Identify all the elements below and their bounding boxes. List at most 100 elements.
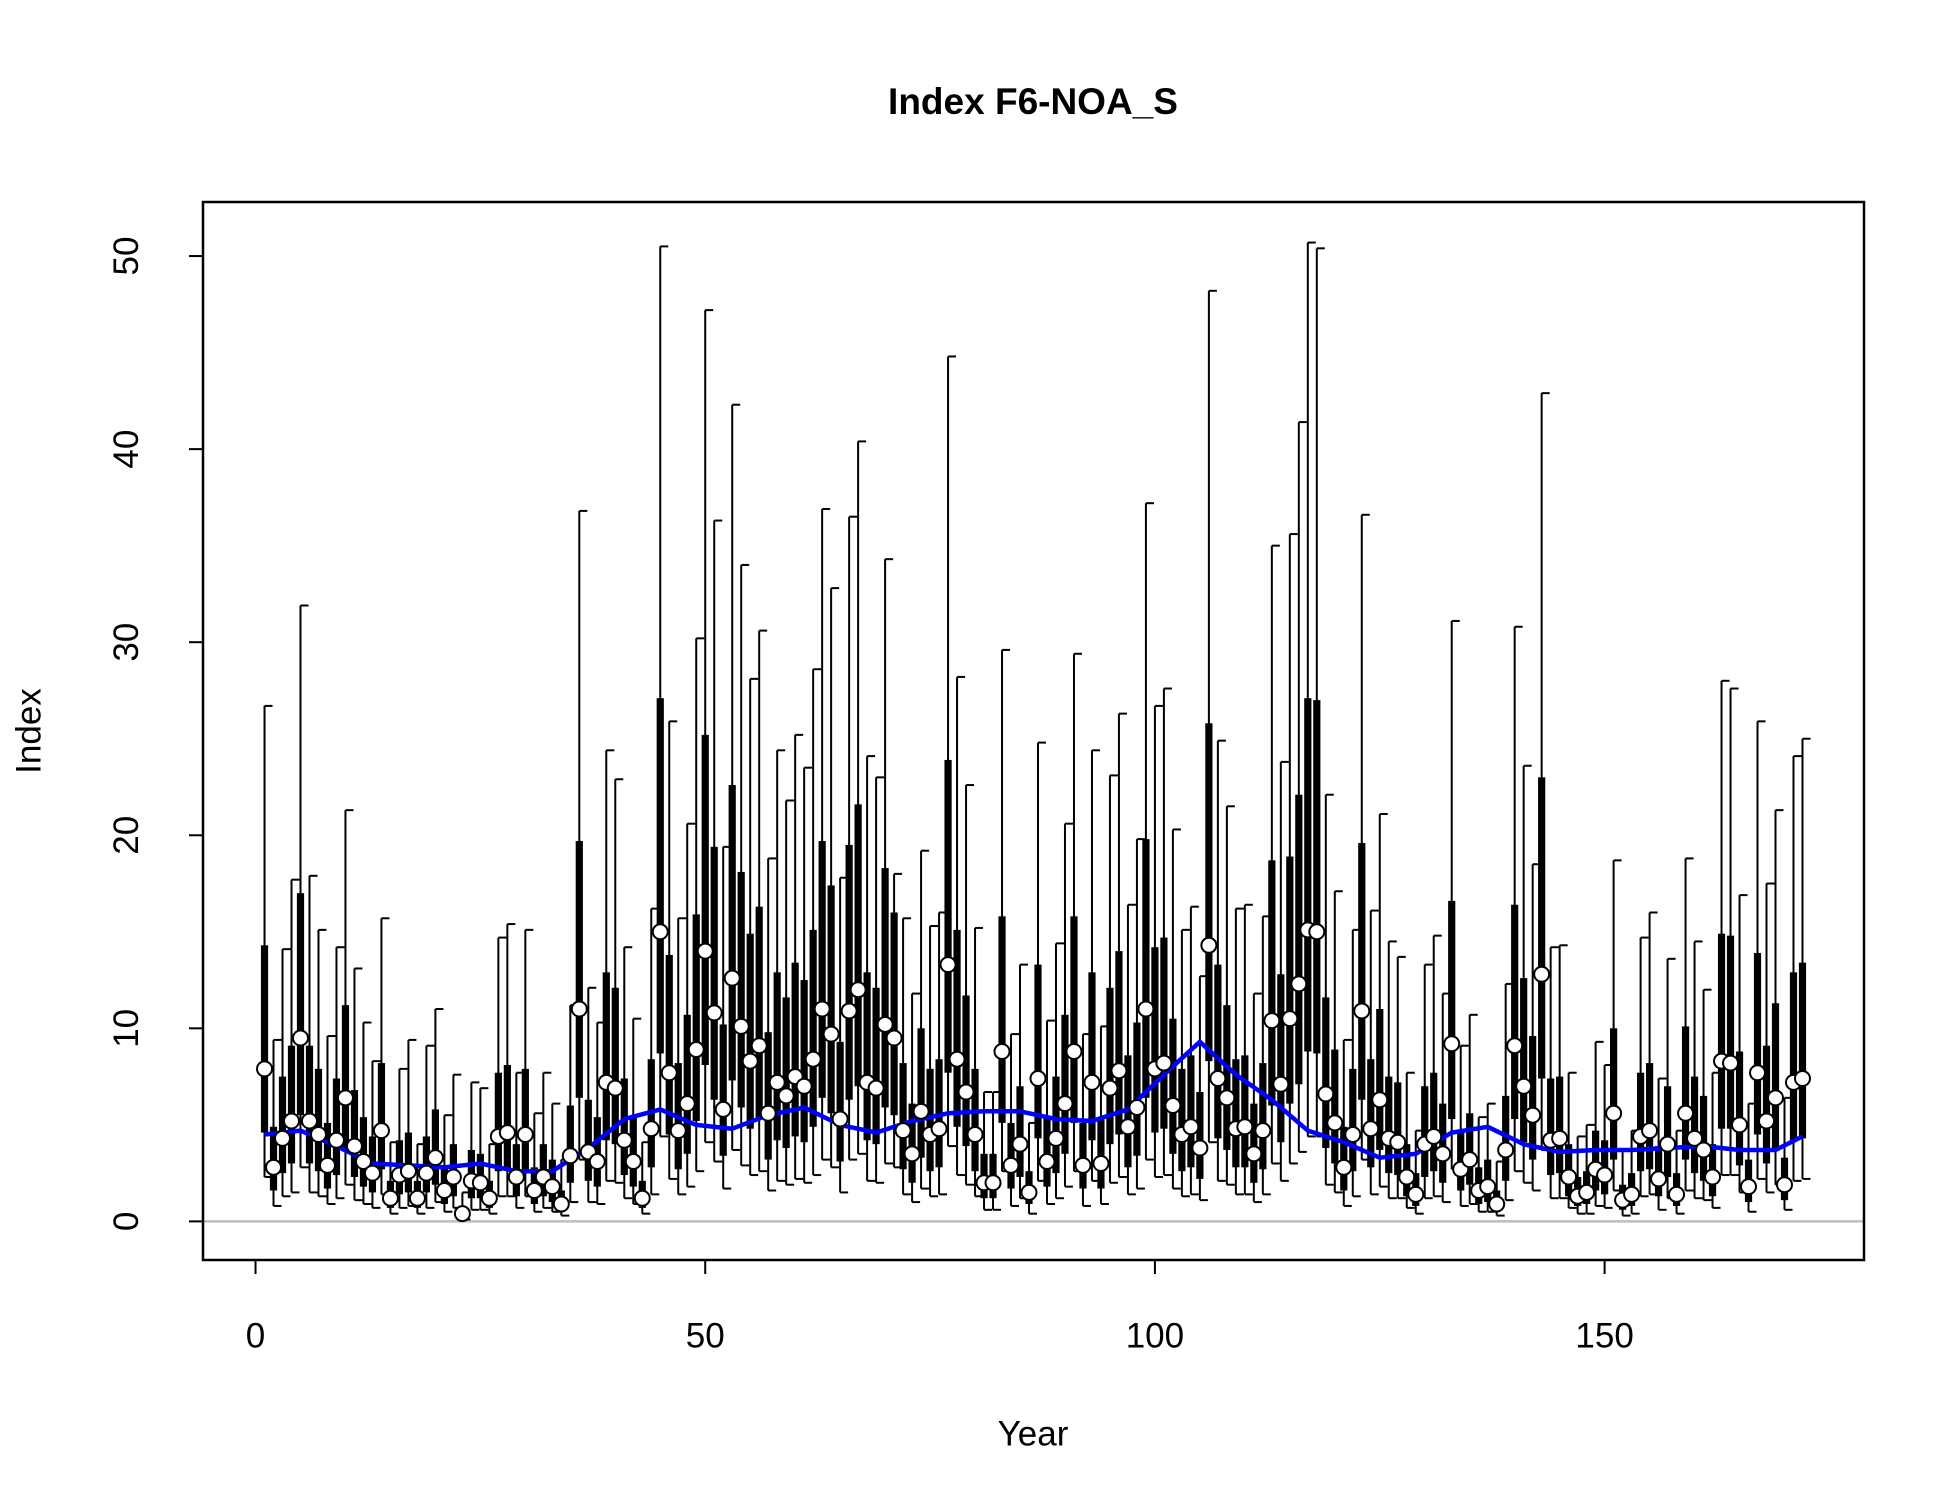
box [1717,933,1726,1129]
point [1056,1095,1074,1113]
box [1466,1113,1474,1185]
point [768,1073,786,1091]
box [944,759,952,1073]
point [552,1195,570,1213]
box [584,1099,592,1181]
box [1034,964,1042,1139]
point [723,969,741,987]
box [1592,1130,1600,1191]
box [890,912,898,1116]
box [404,1132,413,1193]
box [1690,1076,1699,1174]
point [1758,1112,1776,1130]
point [840,1002,858,1020]
point [876,1015,894,1033]
box [1241,1055,1249,1168]
box [917,1028,925,1158]
point [1434,1145,1452,1163]
box [665,954,673,1135]
point [1074,1156,1092,1174]
point [705,1004,723,1022]
point [1218,1089,1236,1107]
box [575,841,583,1098]
box [1304,698,1312,1052]
point [1308,923,1326,941]
point [1722,1054,1740,1072]
box [683,1014,691,1154]
point [1407,1185,1425,1203]
point [1164,1097,1182,1115]
point [1443,1035,1461,1053]
box [1313,700,1321,1054]
box [1349,1068,1357,1172]
box [1538,777,1546,1079]
box [773,972,781,1141]
point [732,1017,750,1035]
point [1209,1070,1227,1088]
box [845,844,853,1100]
box [791,962,799,1137]
box [359,1117,368,1187]
box [1187,1055,1195,1168]
box [998,916,1006,1123]
box [836,1041,844,1162]
box [863,972,871,1141]
point [606,1079,624,1097]
x-tick-label: 150 [1575,1316,1633,1355]
point [1596,1166,1614,1184]
box [377,1063,386,1170]
point [1101,1079,1119,1097]
point [867,1079,885,1097]
box [1520,978,1528,1143]
point [1182,1118,1200,1136]
box [881,868,889,1108]
box [953,929,961,1127]
point [1191,1139,1209,1157]
box [1726,935,1735,1129]
point [1686,1129,1704,1147]
point [1578,1183,1596,1201]
box [926,1068,934,1172]
box [1358,842,1366,1100]
box [1367,1059,1375,1168]
point [498,1124,516,1142]
box [1133,1022,1141,1156]
point [1506,1037,1524,1055]
point [561,1147,579,1165]
point [615,1131,633,1149]
point [1497,1141,1515,1159]
point [894,1122,912,1140]
point [750,1037,768,1055]
point [543,1178,561,1196]
point [444,1168,462,1186]
point [1281,1010,1299,1028]
point [777,1087,795,1105]
box [1340,1126,1348,1191]
point [633,1189,651,1207]
point [1677,1104,1695,1122]
point [507,1168,525,1186]
box [260,945,269,1133]
point [265,1158,283,1176]
point [624,1153,642,1171]
point [1793,1070,1811,1088]
box [494,1072,502,1172]
point [1524,1106,1542,1124]
point [1515,1077,1533,1095]
box [782,997,790,1149]
box [1699,1095,1708,1181]
point [1766,1089,1784,1107]
point [588,1153,606,1171]
box [1115,951,1123,1135]
box [611,987,619,1145]
point [948,1050,966,1068]
point [1775,1176,1793,1194]
plot-frame [201,200,1866,1262]
point [336,1089,354,1107]
point [1353,1002,1371,1020]
point [651,923,669,941]
point [849,981,867,999]
point [399,1162,417,1180]
box [710,846,718,1100]
box [1052,1076,1060,1174]
